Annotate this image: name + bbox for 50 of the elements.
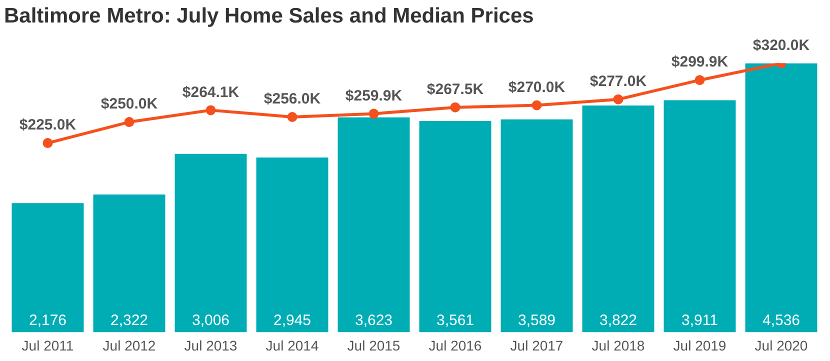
data-label: 4,536 xyxy=(762,312,800,329)
bar xyxy=(338,117,410,332)
data-label: $259.9K xyxy=(345,87,402,104)
data-label: $320.0K xyxy=(752,36,810,54)
x-tick-label: Jul 2015 xyxy=(347,337,400,354)
data-label: $299.9K xyxy=(671,54,728,71)
point xyxy=(613,94,624,104)
data-label: 2,176 xyxy=(28,312,67,329)
x-tick-label: Jul 2014 xyxy=(266,337,319,354)
data-label: 3,911 xyxy=(682,312,718,329)
chart-title: Baltimore Metro: July Home Sales and Median Prices xyxy=(4,4,534,28)
bar xyxy=(582,106,654,332)
x-tick-label: Jul 2017 xyxy=(510,337,564,354)
data-label: $256.0K xyxy=(264,90,321,108)
data-label: $225.0K xyxy=(19,116,76,134)
point xyxy=(532,100,542,110)
data-label: 3,623 xyxy=(354,312,393,329)
point xyxy=(368,108,379,119)
x-tick-label: Jul 2019 xyxy=(673,337,726,354)
point xyxy=(450,102,460,112)
x-tick-label: Jul 2016 xyxy=(428,337,482,354)
bar xyxy=(93,194,166,332)
x-tick-label: Jul 2012 xyxy=(102,337,156,354)
data-label: $270.0K xyxy=(508,78,566,96)
data-label: 2,945 xyxy=(273,312,312,329)
x-tick-label: Jul 2020 xyxy=(754,337,808,354)
bar xyxy=(419,121,492,332)
bar xyxy=(12,203,84,332)
x-tick-label: Jul 2018 xyxy=(592,337,645,354)
data-label: $264.1K xyxy=(182,84,240,101)
x-tick-label: Jul 2013 xyxy=(184,337,238,354)
point xyxy=(124,117,134,128)
data-label: 3,006 xyxy=(192,312,230,329)
bar xyxy=(500,119,573,332)
x-tick-label: Jul 2011 xyxy=(22,337,74,354)
data-label: 3,561 xyxy=(436,312,474,329)
bar xyxy=(664,100,736,332)
point xyxy=(42,138,53,148)
point xyxy=(694,75,705,86)
bar xyxy=(745,63,818,332)
data-label: $267.5K xyxy=(426,80,484,98)
data-label: 2,322 xyxy=(110,312,148,329)
bar xyxy=(174,154,247,332)
point xyxy=(287,112,298,122)
bar xyxy=(256,158,328,332)
data-label: 3,589 xyxy=(518,312,556,329)
data-label: 3,822 xyxy=(599,312,638,329)
point xyxy=(206,105,216,116)
data-label: $250.0K xyxy=(100,96,158,113)
data-label: $277.0K xyxy=(590,72,647,90)
